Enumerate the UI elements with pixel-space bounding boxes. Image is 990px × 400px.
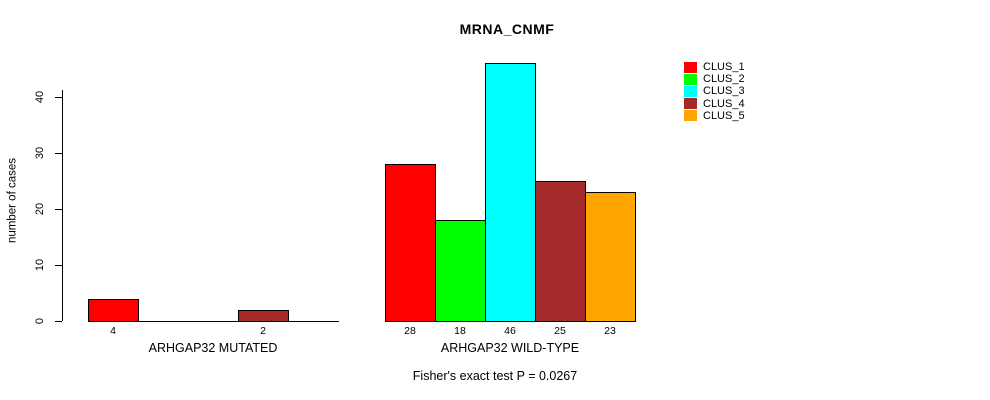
legend-entry-clus_3: CLUS_3 bbox=[684, 85, 745, 97]
bar-arhgap32_mutated-clus_4 bbox=[238, 310, 289, 322]
bar-value-label: 46 bbox=[504, 325, 516, 337]
legend-entry-clus_5: CLUS_5 bbox=[684, 110, 745, 122]
bar-arhgap32_wild_type-clus_2 bbox=[435, 220, 486, 322]
fisher-test-annotation: Fisher's exact test P = 0.0267 bbox=[412, 369, 578, 383]
x-axis-line-arhgap32_mutated bbox=[88, 321, 339, 322]
y-tick-label: 10 bbox=[34, 258, 46, 272]
y-tick-label: 30 bbox=[34, 146, 46, 160]
bar-value-label: 28 bbox=[404, 325, 416, 337]
bar-value-label: 25 bbox=[554, 325, 566, 337]
bar-arhgap32_mutated-clus_1 bbox=[88, 299, 139, 322]
legend: CLUS_1 CLUS_2 CLUS_3 CLUS_4 CLUS_5 bbox=[684, 61, 745, 122]
legend-swatch-clus_3 bbox=[684, 85, 697, 97]
legend-entry-clus_2: CLUS_2 bbox=[684, 73, 745, 85]
bar-value-label: 23 bbox=[604, 325, 616, 337]
legend-label: CLUS_3 bbox=[703, 85, 745, 98]
legend-swatch-clus_1 bbox=[684, 61, 697, 73]
legend-swatch-clus_5 bbox=[684, 110, 697, 122]
legend-swatch-clus_2 bbox=[684, 73, 697, 85]
y-tick bbox=[55, 153, 62, 154]
y-tick bbox=[55, 321, 62, 322]
bar-value-label: 2 bbox=[260, 325, 266, 337]
y-axis-line bbox=[62, 90, 63, 321]
group-label-arhgap32_mutated: ARHGAP32 MUTATED bbox=[148, 341, 278, 355]
group-label-arhgap32_wild_type: ARHGAP32 WILD-TYPE bbox=[440, 341, 580, 355]
legend-label: CLUS_5 bbox=[703, 109, 745, 122]
legend-entry-clus_1: CLUS_1 bbox=[684, 61, 745, 73]
y-tick-label: 0 bbox=[34, 317, 46, 325]
bar-arhgap32_wild_type-clus_1 bbox=[385, 164, 436, 322]
legend-entry-clus_4: CLUS_4 bbox=[684, 98, 745, 110]
y-axis-title: number of cases bbox=[6, 158, 19, 244]
y-tick-label: 40 bbox=[34, 90, 46, 104]
y-tick bbox=[55, 209, 62, 210]
bar-value-label: 4 bbox=[110, 325, 116, 337]
y-tick-label: 20 bbox=[34, 202, 46, 216]
legend-label: CLUS_4 bbox=[703, 97, 745, 110]
bar-arhgap32_wild_type-clus_4 bbox=[535, 181, 586, 322]
legend-swatch-clus_4 bbox=[684, 98, 697, 110]
legend-label: CLUS_2 bbox=[703, 73, 745, 86]
legend-label: CLUS_1 bbox=[703, 61, 745, 73]
bar-arhgap32_wild_type-clus_3 bbox=[485, 63, 536, 322]
bar-value-label: 18 bbox=[454, 325, 466, 337]
y-tick bbox=[55, 265, 62, 266]
bar-arhgap32_wild_type-clus_5 bbox=[585, 192, 636, 322]
chart-title: MRNA_CNMF bbox=[459, 21, 555, 37]
y-tick bbox=[55, 97, 62, 98]
